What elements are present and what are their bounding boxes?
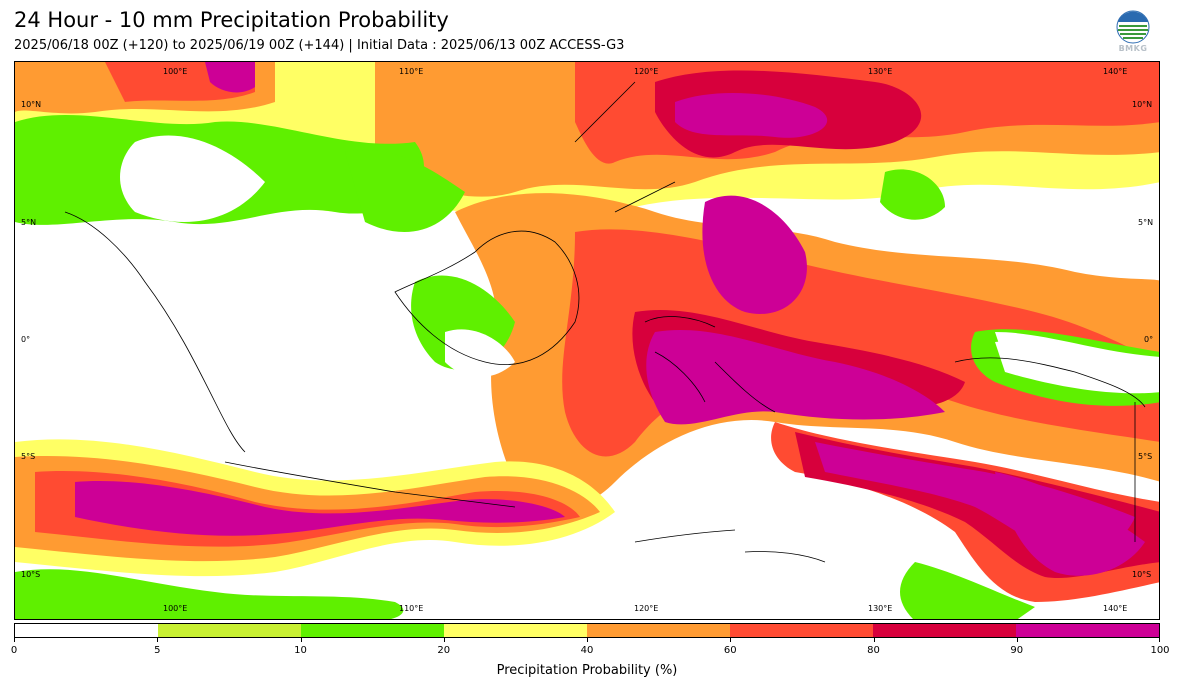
- lat-label-right-5n: 5°N: [1138, 218, 1154, 227]
- lat-label-left-5s: 5°S: [21, 452, 36, 461]
- colorbar-tick-label: 100: [1150, 645, 1170, 656]
- colorbar-tick-label: 90: [1010, 645, 1024, 656]
- lat-label-right-0: 0°: [1144, 335, 1154, 344]
- lon-label-bottom-140: 140°E: [1103, 604, 1128, 613]
- colorbar-tick: [157, 638, 158, 642]
- lat-label-left-5n: 5°N: [21, 218, 37, 227]
- colorbar-tick: [1159, 638, 1160, 642]
- chart-subtitle: 2025/06/18 00Z (+120) to 2025/06/19 00Z …: [14, 38, 625, 53]
- colorbar-segment: [730, 624, 873, 637]
- chart-title: 24 Hour - 10 mm Precipitation Probabilit…: [14, 8, 449, 32]
- lat-label-right-5s: 5°S: [1138, 452, 1153, 461]
- colorbar-segment: [873, 624, 1016, 637]
- lon-label-top-110: 110°E: [399, 67, 424, 76]
- colorbar-segment: [15, 624, 158, 637]
- colorbar-tick: [444, 638, 445, 642]
- lon-label-top-130: 130°E: [868, 67, 893, 76]
- lat-label-left-10n: 10°N: [21, 100, 42, 109]
- colorbar-segment: [158, 624, 301, 637]
- lon-label-top-100: 100°E: [163, 67, 188, 76]
- colorbar-tick-label: 5: [154, 645, 161, 656]
- colorbar-tick-label: 40: [580, 645, 594, 656]
- colorbar-segment: [444, 624, 587, 637]
- colorbar-tick: [301, 638, 302, 642]
- lat-label-right-10s: 10°S: [1132, 570, 1152, 579]
- lon-label-bottom-100: 100°E: [163, 604, 188, 613]
- lon-label-top-140: 140°E: [1103, 67, 1128, 76]
- colorbar-tick-label: 60: [723, 645, 737, 656]
- lon-label-top-120: 120°E: [634, 67, 659, 76]
- map-field: [15, 62, 1159, 619]
- bmkg-logo-text: BMKG: [1118, 44, 1148, 53]
- colorbar-segment: [301, 624, 444, 637]
- colorbar-segment: [1016, 624, 1159, 637]
- colorbar-segment: [587, 624, 730, 637]
- lon-label-bottom-130: 130°E: [868, 604, 893, 613]
- colorbar-label: Precipitation Probability (%): [496, 663, 678, 678]
- colorbar: [14, 623, 1160, 638]
- lon-label-bottom-110: 110°E: [399, 604, 424, 613]
- bmkg-logo-icon: [1116, 10, 1150, 44]
- colorbar-tick: [874, 638, 875, 642]
- colorbar-tick: [1017, 638, 1018, 642]
- colorbar-tick: [14, 638, 15, 642]
- colorbar-tick: [587, 638, 588, 642]
- precipitation-map: 100°E 110°E 120°E 130°E 140°E 100°E 110°…: [14, 61, 1160, 620]
- colorbar-tick: [730, 638, 731, 642]
- lon-label-bottom-120: 120°E: [634, 604, 659, 613]
- colorbar-tick-label: 20: [437, 645, 451, 656]
- lat-label-right-10n: 10°N: [1132, 100, 1153, 109]
- colorbar-tick-label: 0: [10, 645, 18, 656]
- lat-label-left-10s: 10°S: [21, 570, 41, 579]
- lat-label-left-0: 0°: [21, 335, 31, 344]
- colorbar-tick-label: 80: [867, 645, 880, 656]
- colorbar-tick-label: 10: [294, 645, 307, 656]
